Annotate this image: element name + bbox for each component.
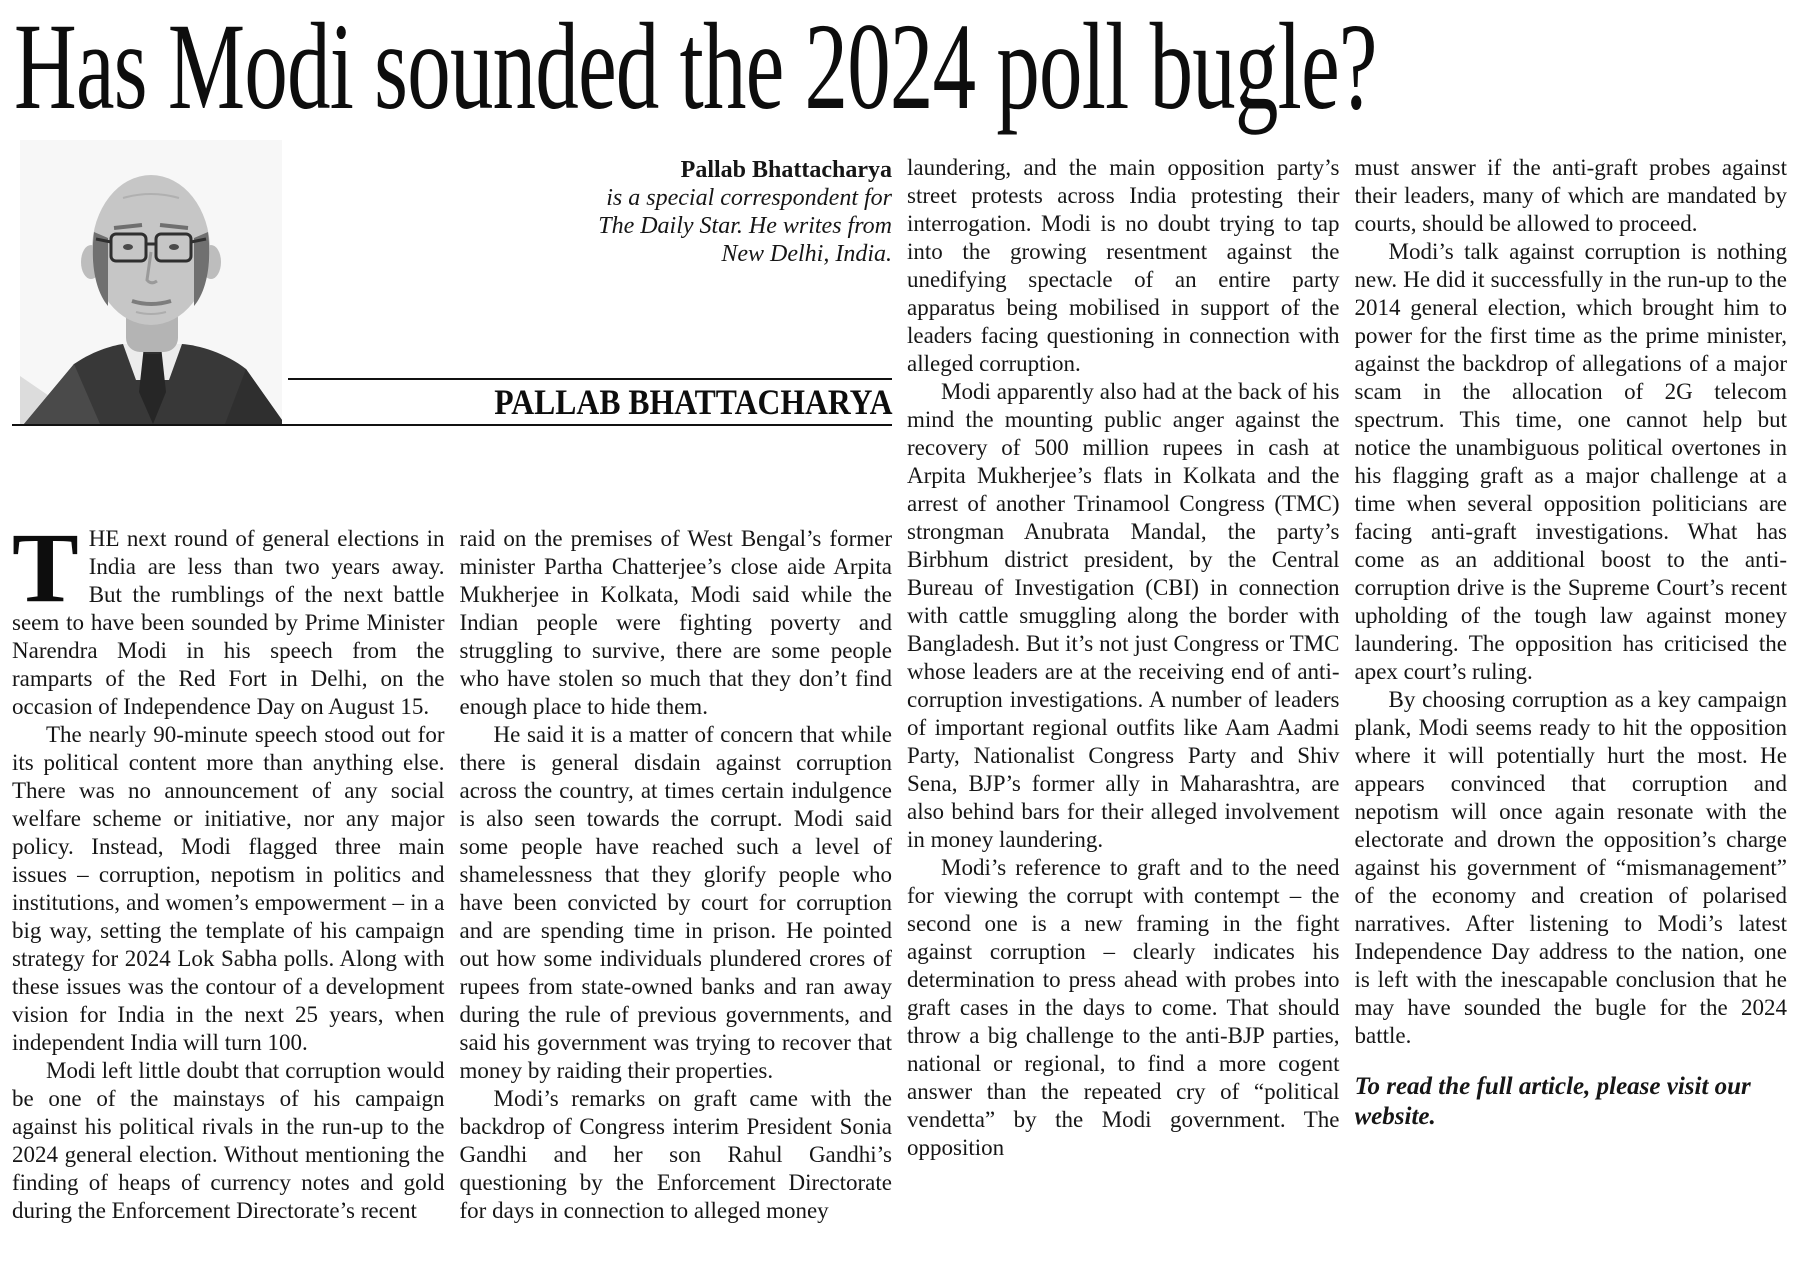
author-portrait-illustration: [20, 140, 282, 424]
article-column-1: T HE next round of general elections in I…: [12, 525, 445, 1287]
article-column-2: raid on the premises of West Bengal’s fo…: [460, 525, 893, 1287]
byline-block: Pallab Bhattacharya is a special corresp…: [12, 132, 892, 462]
article-paragraph: He said it is a matter of concern that w…: [459, 721, 893, 1083]
article-paragraph: Modi’s remarks on graft came with the ba…: [459, 1085, 893, 1223]
author-photo: [20, 140, 282, 424]
article-paragraph: raid on the premises of West Bengal’s fo…: [459, 525, 893, 719]
byline-role-line-1: is a special correspondent for: [606, 185, 892, 211]
outro-note: To read the full article, please visit o…: [1354, 1073, 1751, 1130]
article-paragraph: Modi left little doubt that corruption w…: [12, 1057, 445, 1223]
article-paragraph: By choosing corruption as a key campaign…: [1354, 687, 1788, 1048]
article-paragraph: laundering, and the main opposition part…: [907, 155, 1340, 376]
article-paragraph: T HE next round of general elections in I…: [12, 524, 445, 719]
article-paragraph: Modi’s reference to graft and to the nee…: [907, 855, 1340, 1160]
byline-rule-top: [288, 378, 892, 380]
headline-row: Has Modi sounded the 2024 poll bugle?: [0, 0, 1799, 132]
article-paragraph: Modi’s talk against corruption is nothin…: [1354, 239, 1788, 684]
article-body: Pallab Bhattacharya is a special corresp…: [0, 132, 1799, 1287]
byline-role-line-2: The Daily Star. He writes from: [598, 213, 892, 239]
article-paragraph: must answer if the anti-graft probes aga…: [1354, 155, 1788, 236]
article-paragraph: Modi apparently also had at the back of …: [907, 379, 1340, 852]
article-column-3: laundering, and the main opposition part…: [907, 132, 1340, 1287]
byline-banner-name: PALLAB BHATTACHARYA: [493, 382, 892, 422]
byline-author-name: Pallab Bhattacharya: [680, 157, 892, 183]
page-title: Has Modi sounded the 2024 poll bugle?: [14, 0, 1377, 135]
byline-rule-bottom: [12, 424, 892, 426]
article-paragraph: The nearly 90-minute speech stood out fo…: [12, 721, 445, 1055]
byline-role-line-3: New Delhi, India.: [721, 241, 892, 267]
article-column-4: must answer if the anti-graft probes aga…: [1355, 132, 1788, 1287]
drop-cap: T: [12, 524, 79, 623]
byline-description: Pallab Bhattacharya is a special corresp…: [422, 156, 892, 268]
